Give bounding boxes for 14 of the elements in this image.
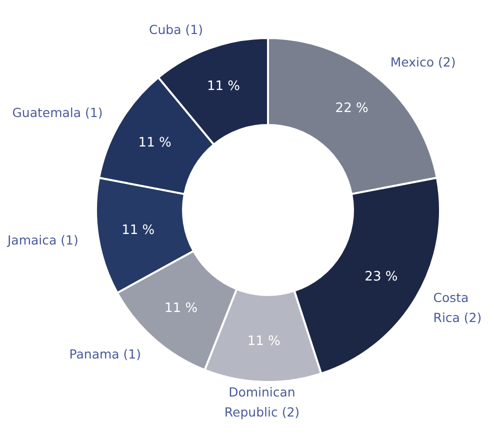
- slice-label: Panama (1): [69, 346, 142, 362]
- slice-label: Cuba (1): [149, 22, 203, 37]
- data-label: 11 %: [164, 301, 198, 316]
- data-label: 11 %: [122, 223, 155, 238]
- slice-label: Guatemala (1): [12, 104, 103, 120]
- data-label: 23 %: [364, 269, 398, 284]
- data-label: 22 %: [335, 101, 368, 116]
- data-label: 11 %: [138, 136, 172, 151]
- slice-label: Mexico (2): [390, 54, 456, 70]
- slice-label: Costa Rica (2): [433, 290, 482, 326]
- data-label: 11 %: [206, 78, 240, 94]
- slice-label: Dominican Republic (2): [224, 384, 300, 420]
- data-label: 11 %: [247, 334, 280, 349]
- slice-label: Jamaica (1): [6, 232, 78, 248]
